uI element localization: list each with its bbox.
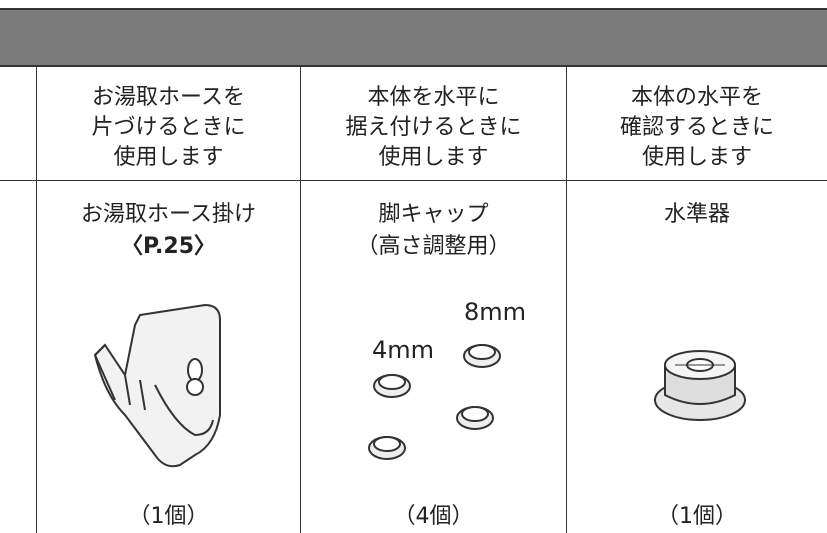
item-name: 脚キャップ (378, 202, 489, 227)
description: 本体の水平を (630, 85, 763, 110)
description: 確認するときに (619, 115, 774, 140)
rule (36, 65, 37, 533)
level-illustration (654, 350, 746, 421)
description: 使用します (641, 145, 752, 170)
rule (300, 65, 301, 533)
hose-hook-illustration (93, 303, 221, 468)
item-name: （高さ調整用） (356, 234, 511, 259)
quantity: （1個） (657, 504, 737, 529)
description: 片づけるときに (91, 115, 246, 140)
rule (566, 65, 567, 533)
size-label: 8mm (463, 298, 527, 326)
header-bar (0, 8, 827, 67)
description: 本体を水平に (367, 85, 500, 110)
size-label: 4mm (371, 336, 435, 364)
description: 使用します (378, 145, 489, 170)
cap-illustration (368, 344, 501, 460)
description: お湯取ホースを (92, 85, 245, 110)
rule (0, 65, 827, 67)
quantity: （4個） (393, 504, 474, 529)
description: 使用します (113, 145, 224, 170)
item-name: 水準器 (663, 202, 730, 227)
description: 据え付けるときに (345, 115, 522, 140)
item-name: お湯取ホース掛け (81, 202, 256, 227)
rule (0, 180, 827, 181)
page-reference: 〈P.25〉 (120, 234, 217, 259)
quantity: （1個） (128, 504, 209, 529)
